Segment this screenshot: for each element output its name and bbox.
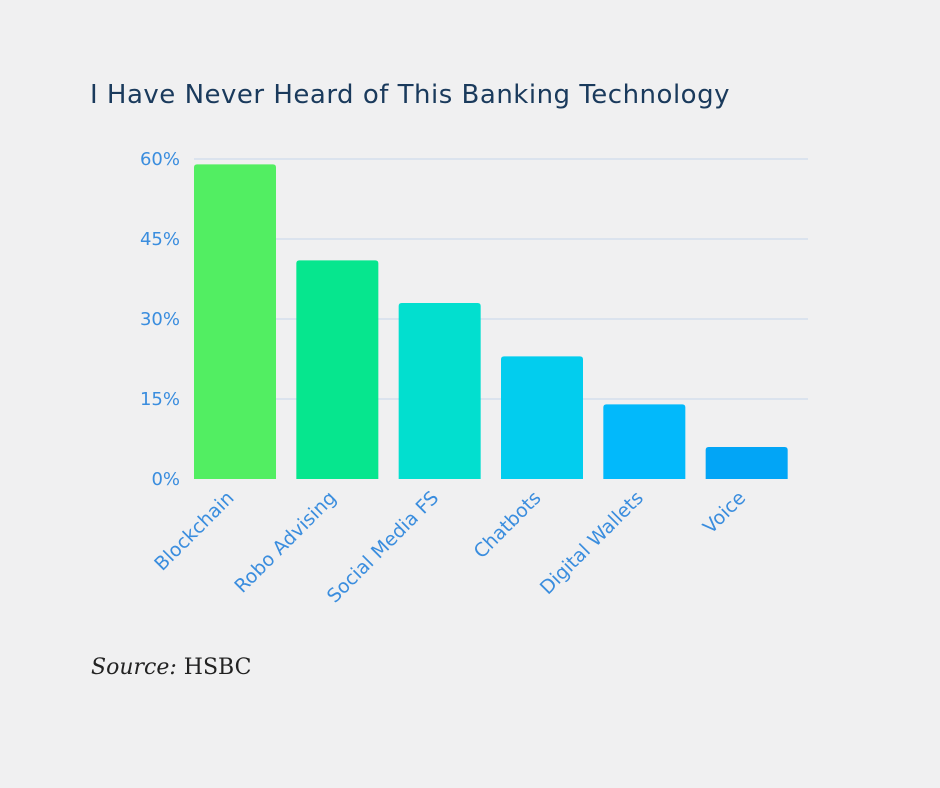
source-value: HSBC: [183, 655, 252, 680]
bar-chatbots: [501, 356, 583, 479]
source-note: Source: HSBC: [91, 655, 251, 680]
y-tick-label: 30%: [140, 309, 180, 330]
source-label: Source:: [91, 655, 177, 680]
bar-robo-advising: [296, 260, 379, 479]
y-tick-label: 60%: [140, 149, 180, 170]
x-tick-label: Social Media FS: [323, 487, 443, 607]
bar-voice: [705, 447, 788, 479]
x-tick-label: Voice: [699, 487, 750, 538]
bar-digital-wallets: [603, 404, 686, 479]
x-tick-label: Chatbots: [470, 487, 546, 563]
y-axis-ticks: 0% 15% 30% 45% 60%: [140, 149, 180, 490]
y-tick-label: 45%: [140, 229, 180, 250]
x-tick-label: Digital Wallets: [536, 487, 648, 599]
bar-blockchain: [194, 164, 276, 480]
bar-social-media-fs: [398, 303, 481, 479]
bars: [194, 164, 788, 480]
y-tick-label: 0%: [151, 469, 180, 490]
x-tick-label: Blockchain: [150, 487, 238, 575]
chart-title: I Have Never Heard of This Banking Techn…: [90, 80, 730, 110]
y-tick-label: 15%: [140, 389, 180, 410]
x-tick-label: Robo Advising: [230, 487, 340, 597]
